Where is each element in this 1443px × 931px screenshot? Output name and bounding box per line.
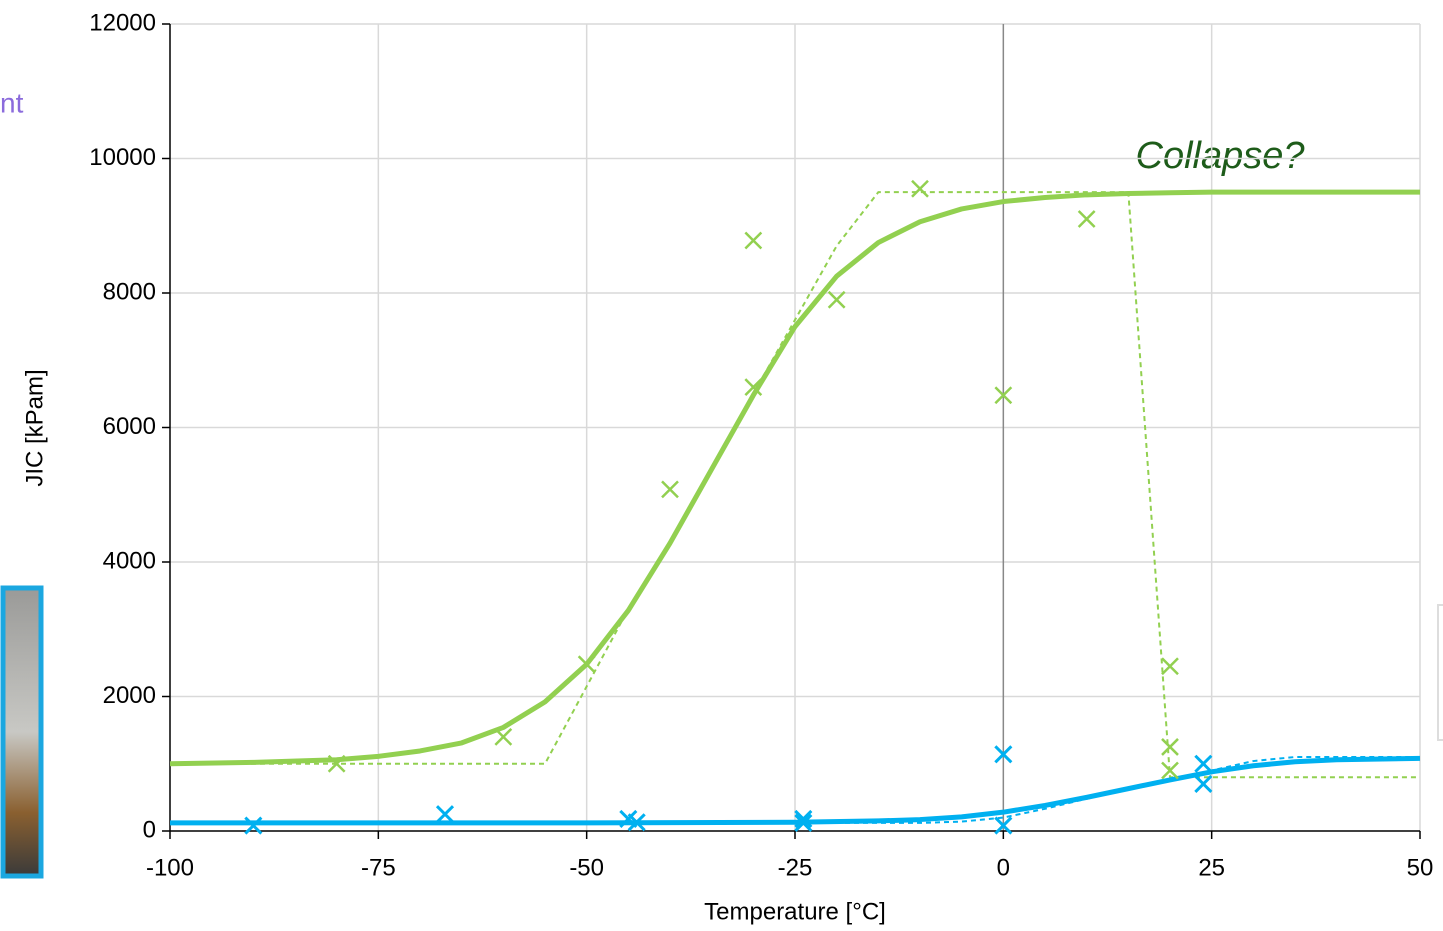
- x-tick-label: -50: [569, 854, 604, 881]
- marker: [744, 231, 763, 250]
- dashed-line: [170, 756, 1420, 824]
- marker: [1194, 754, 1213, 773]
- annotation: Collapse?: [1136, 135, 1306, 177]
- marker: [1077, 210, 1096, 228]
- marker: [661, 480, 679, 499]
- fit-line: [169, 189, 1420, 767]
- marker: [794, 813, 813, 832]
- marker: [827, 290, 846, 309]
- marker: [911, 179, 929, 198]
- fit-line: [170, 755, 1421, 826]
- marker: [994, 386, 1013, 405]
- marker: [1161, 761, 1179, 780]
- marker: [494, 727, 513, 746]
- x-tick-label: -25: [778, 854, 813, 881]
- y-tick-label: 10000: [89, 144, 156, 171]
- y-tick-label: 8000: [103, 278, 156, 305]
- marker: [994, 745, 1013, 764]
- fragment-image: [0, 585, 44, 879]
- marker: [794, 809, 813, 828]
- marker: [994, 816, 1013, 835]
- marker: [435, 805, 455, 824]
- marker: [327, 754, 346, 773]
- marker: [744, 378, 763, 397]
- fragment-text: nt: [0, 87, 24, 118]
- marker: [1194, 774, 1213, 793]
- x-tick-label: 0: [997, 854, 1010, 881]
- marker: [627, 813, 646, 832]
- marker: [1161, 738, 1179, 756]
- y-axis-label: JIC [kPam]: [21, 369, 48, 486]
- marker: [244, 816, 263, 835]
- x-tick-label: 50: [1407, 854, 1434, 881]
- x-tick-label: 25: [1198, 854, 1225, 881]
- y-tick-label: 12000: [89, 9, 156, 36]
- marker: [1161, 657, 1179, 676]
- x-tick-label: -100: [146, 854, 194, 881]
- y-tick-label: 0: [143, 816, 156, 843]
- marker: [577, 655, 596, 674]
- x-axis-label: Temperature [°C]: [704, 898, 886, 925]
- y-tick-label: 4000: [103, 547, 156, 574]
- y-tick-label: 2000: [103, 682, 156, 709]
- x-tick-label: -75: [361, 854, 396, 881]
- fragment-frame: [1437, 604, 1443, 741]
- y-tick-label: 6000: [103, 413, 156, 440]
